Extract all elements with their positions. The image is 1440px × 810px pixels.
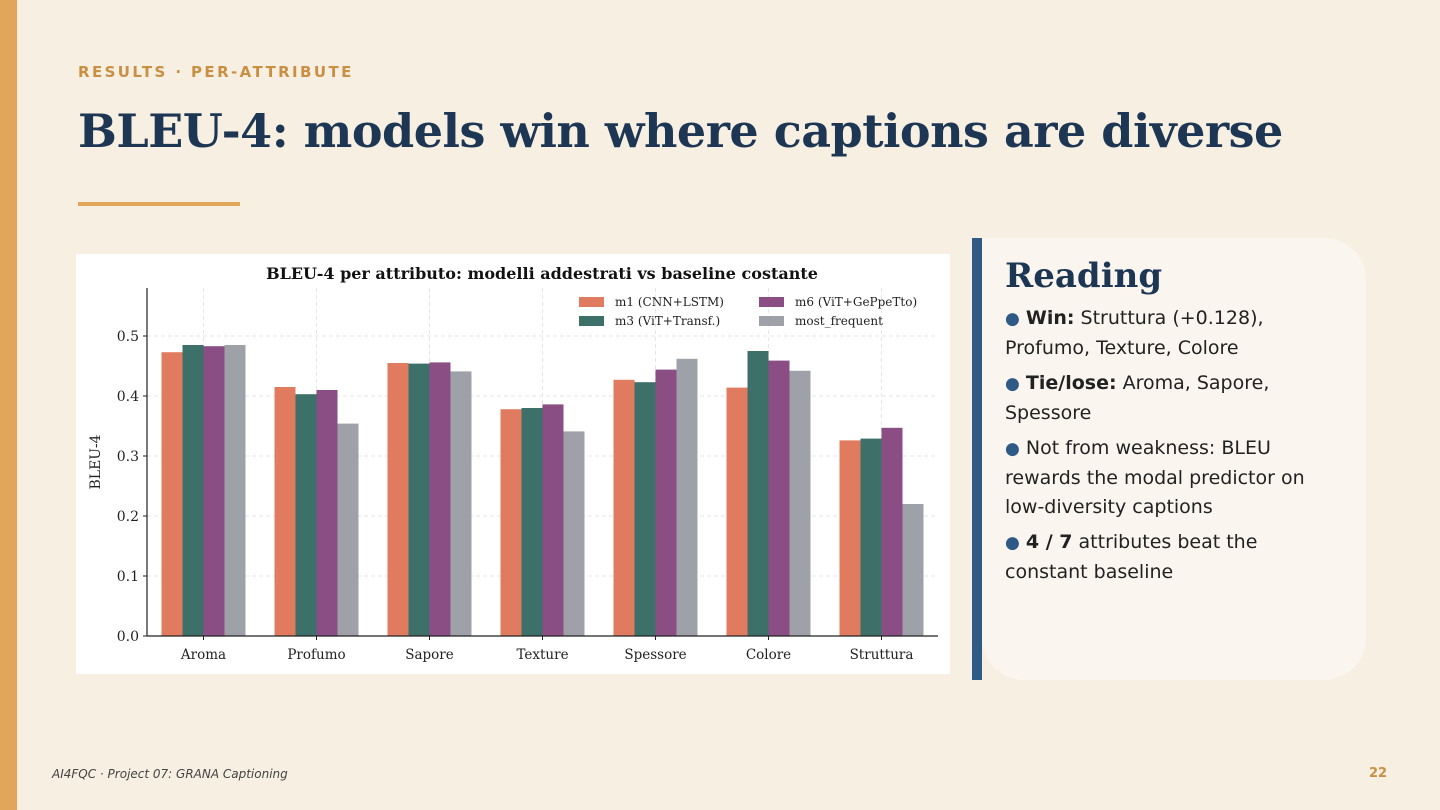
y-tick-label: 0.3 bbox=[117, 449, 139, 465]
bar-struttura-1 bbox=[839, 440, 861, 636]
bar-colore-4 bbox=[789, 370, 811, 636]
reading-bullet: ● Win: Struttura (+0.128), Profumo, Text… bbox=[1005, 304, 1344, 363]
bar-sapore-2 bbox=[408, 363, 430, 636]
legend-swatch bbox=[759, 316, 784, 326]
bullet-dot-icon: ● bbox=[1005, 374, 1020, 394]
bar-colore-1 bbox=[726, 387, 748, 636]
bar-texture-1 bbox=[500, 409, 522, 636]
reading-accent-bar bbox=[972, 238, 982, 680]
x-tick-label: Struttura bbox=[850, 647, 914, 663]
bar-colore-3 bbox=[768, 360, 790, 636]
bar-spessore-4 bbox=[676, 358, 698, 636]
y-tick-label: 0.1 bbox=[117, 569, 139, 585]
bullet-text: Not from weakness: BLEU rewards the moda… bbox=[1005, 437, 1305, 518]
title-underline bbox=[78, 202, 240, 206]
bleu-chart-panel: BLEU-4 per attributo: modelli addestrati… bbox=[76, 254, 950, 674]
x-tick-label: Aroma bbox=[180, 647, 226, 663]
bar-profumo-1 bbox=[274, 387, 296, 636]
x-tick-label: Colore bbox=[746, 647, 791, 663]
legend-label: m3 (ViT+Transf.) bbox=[615, 314, 720, 328]
reading-bullets: ● Win: Struttura (+0.128), Profumo, Text… bbox=[1005, 304, 1344, 587]
legend-swatch bbox=[759, 297, 784, 307]
slide-title: BLEU-4: models win where captions are di… bbox=[78, 104, 1283, 158]
bar-spessore-1 bbox=[613, 379, 635, 636]
bleu-bar-chart: BLEU-4 per attributo: modelli addestrati… bbox=[88, 264, 938, 663]
bullet-text: Struttura (+0.128), Profumo, Texture, Co… bbox=[1005, 307, 1264, 359]
y-tick-label: 0.5 bbox=[117, 329, 139, 345]
left-accent-bar bbox=[0, 0, 17, 810]
bullet-dot-icon: ● bbox=[1005, 309, 1020, 329]
x-tick-label: Sapore bbox=[405, 647, 454, 663]
legend-swatch bbox=[579, 297, 604, 307]
reading-title: Reading bbox=[1005, 256, 1163, 296]
bullet-dot-icon: ● bbox=[1005, 439, 1020, 459]
bar-struttura-4 bbox=[902, 504, 924, 636]
bar-sapore-1 bbox=[387, 363, 409, 636]
y-tick-label: 0.2 bbox=[117, 509, 139, 525]
bar-aroma-4 bbox=[224, 345, 246, 636]
bar-struttura-2 bbox=[860, 438, 882, 636]
bar-aroma-3 bbox=[203, 346, 225, 636]
bar-texture-4 bbox=[563, 431, 585, 636]
bar-colore-2 bbox=[747, 351, 769, 636]
bar-aroma-2 bbox=[182, 345, 204, 636]
bar-profumo-4 bbox=[337, 423, 359, 636]
bar-texture-2 bbox=[521, 408, 543, 636]
reading-bullet: ● 4 / 7 attributes beat the constant bas… bbox=[1005, 528, 1344, 587]
reading-bullet: ● Not from weakness: BLEU rewards the mo… bbox=[1005, 434, 1344, 522]
bar-texture-3 bbox=[542, 404, 564, 636]
bar-sapore-3 bbox=[429, 362, 451, 636]
legend-label: most_frequent bbox=[795, 314, 883, 328]
bullet-bold: Win: bbox=[1025, 307, 1075, 329]
y-axis-label: BLEU-4 bbox=[88, 434, 104, 489]
bullet-bold: Tie/lose: bbox=[1025, 372, 1117, 394]
x-tick-label: Texture bbox=[516, 647, 568, 663]
x-tick-label: Profumo bbox=[287, 647, 345, 663]
bar-struttura-3 bbox=[881, 427, 903, 636]
bar-aroma-1 bbox=[161, 352, 183, 636]
reading-bullet: ● Tie/lose: Aroma, Sapore, Spessore bbox=[1005, 369, 1344, 428]
page-number: 22 bbox=[1369, 766, 1388, 781]
footer-text: AI4FQC · Project 07: GRANA Captioning bbox=[52, 767, 288, 781]
y-tick-label: 0.4 bbox=[117, 389, 139, 405]
bullet-bold: 4 / 7 bbox=[1025, 531, 1073, 553]
bar-spessore-2 bbox=[634, 382, 656, 636]
chart-title: BLEU-4 per attributo: modelli addestrati… bbox=[266, 264, 818, 283]
bullet-text: Aroma, Sapore, Spessore bbox=[1005, 372, 1270, 424]
x-tick-label: Spessore bbox=[624, 647, 686, 663]
bar-profumo-3 bbox=[316, 390, 338, 636]
reading-card: Reading ● Win: Struttura (+0.128), Profu… bbox=[982, 238, 1366, 680]
bar-profumo-2 bbox=[295, 394, 317, 636]
bullet-text: attributes beat the constant baseline bbox=[1005, 531, 1258, 583]
bar-sapore-4 bbox=[450, 371, 472, 636]
legend-label: m6 (ViT+GePpeTto) bbox=[795, 295, 917, 309]
bullet-dot-icon: ● bbox=[1005, 533, 1020, 553]
section-kicker: RESULTS · PER-ATTRIBUTE bbox=[78, 63, 354, 81]
legend-swatch bbox=[579, 316, 604, 326]
bar-spessore-3 bbox=[655, 369, 677, 636]
legend-label: m1 (CNN+LSTM) bbox=[615, 295, 724, 309]
y-tick-label: 0.0 bbox=[117, 629, 139, 645]
